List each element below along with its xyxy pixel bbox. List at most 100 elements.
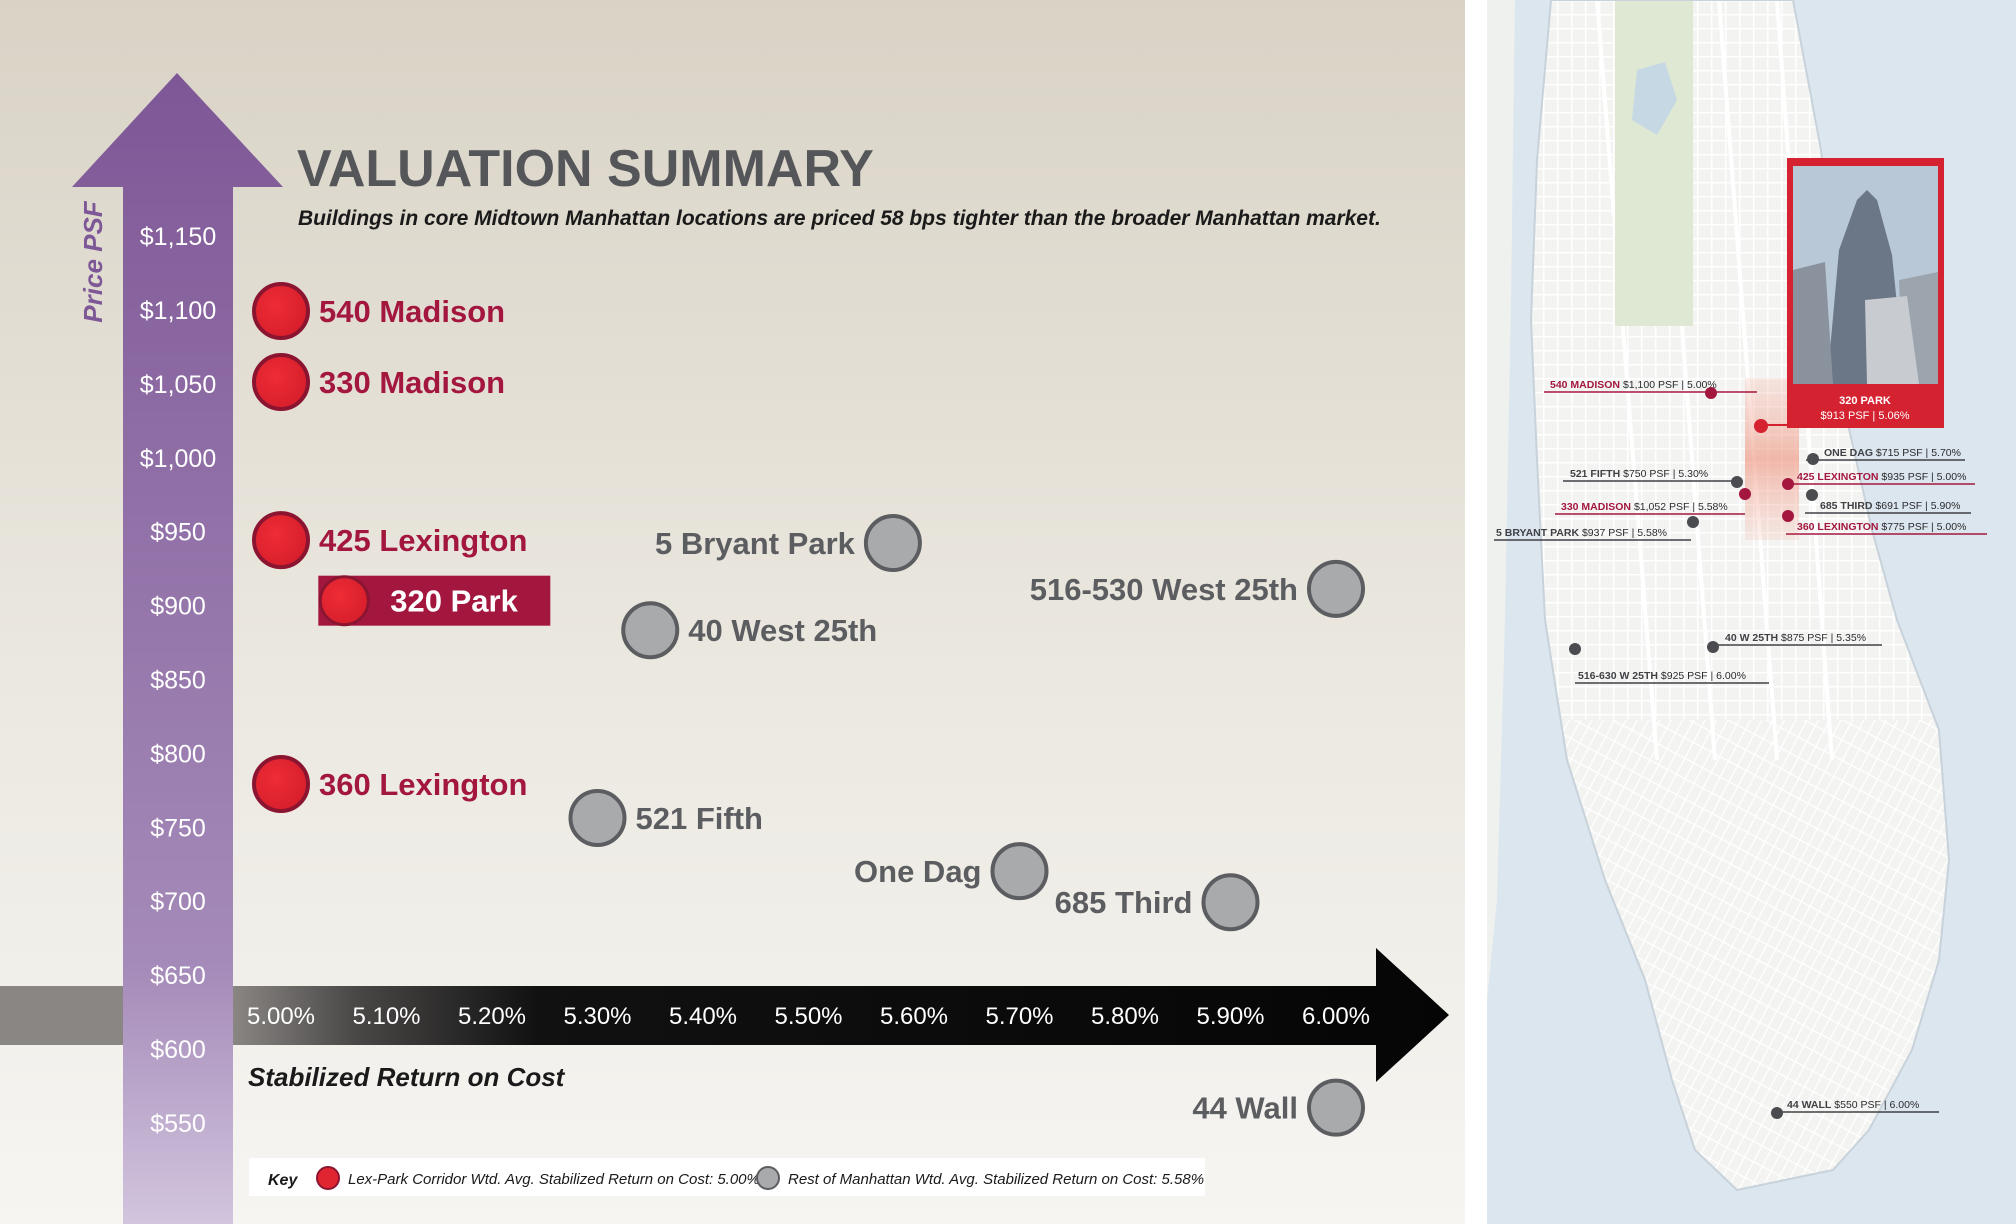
data-point-label: 360 Lexington	[319, 767, 527, 802]
data-point-label: 425 Lexington	[319, 523, 527, 558]
map-marker	[1782, 478, 1794, 490]
data-point	[252, 282, 310, 340]
map-marker	[1771, 1107, 1783, 1119]
y-tick-label: $750	[150, 814, 206, 842]
map-callout-detail: $913 PSF | 5.06%	[1820, 410, 1909, 422]
y-tick-label: $700	[150, 888, 206, 916]
map-label-name: 516-630 W 25TH	[1578, 670, 1658, 682]
legend-lex-swatch	[316, 1166, 340, 1190]
x-tick-label: 5.10%	[352, 1003, 420, 1030]
map-label-detail: $715 PSF | 5.70%	[1873, 447, 1961, 459]
data-point	[1201, 873, 1260, 932]
map-marker	[1705, 387, 1717, 399]
data-point	[863, 514, 922, 573]
data-points: 540 Madison 330 Madison 425 Lexington 320 P…	[252, 282, 1365, 1137]
map-building-label: 330 MADISON $1,052 PSF | 5.58%	[1561, 501, 1728, 513]
map-central-park	[1615, 0, 1693, 326]
map-label-name: 685 THIRD	[1820, 500, 1873, 512]
chart-subtitle: Buildings in core Midtown Manhattan loca…	[298, 207, 1381, 230]
y-tick-label: $1,050	[140, 371, 216, 399]
map-label-name: 521 FIFTH	[1570, 468, 1620, 480]
legend-title: Key	[268, 1172, 298, 1189]
x-axis-ticks: 5.00% 5.10% 5.20% 5.30% 5.40% 5.50% 5.60% 5.70%…	[247, 1003, 1370, 1030]
map-building-label: 40 W 25TH $875 PSF | 5.35%	[1725, 632, 1866, 644]
map-marker	[1687, 516, 1699, 528]
x-tick-label: 5.50%	[774, 1003, 842, 1030]
map-building-label: 5 BRYANT PARK $937 PSF | 5.58%	[1496, 527, 1667, 539]
data-point	[621, 601, 680, 660]
data-point	[252, 511, 310, 570]
data-point	[568, 788, 627, 847]
map-building-label: 360 LEXINGTON $775 PSF | 5.00%	[1797, 521, 1966, 533]
data-point-label: 521 Fifth	[636, 801, 763, 836]
y-axis-title: Price PSF	[78, 200, 108, 323]
data-point	[990, 842, 1049, 901]
y-tick-label: $850	[150, 667, 206, 695]
map-marker	[1806, 489, 1818, 501]
map-label-name: 40 W 25TH	[1725, 632, 1778, 644]
map-marker	[1569, 643, 1581, 655]
x-tick-label: 5.40%	[669, 1003, 737, 1030]
data-point-label: 540 Madison	[319, 294, 505, 329]
map-marker	[1707, 641, 1719, 653]
map-label-detail: $935 PSF | 5.00%	[1879, 471, 1967, 483]
legend: Key Lex-Park Corridor Wtd. Avg. Stabiliz…	[249, 1158, 1205, 1196]
data-point-label: 320 Park	[390, 584, 518, 619]
data-point	[252, 352, 310, 411]
x-axis-title: Stabilized Return on Cost	[248, 1062, 566, 1092]
chart-title: VALUATION SUMMARY	[297, 140, 874, 198]
map-label-detail: $875 PSF | 5.35%	[1778, 632, 1866, 644]
map-label-name: 540 MADISON	[1550, 379, 1620, 391]
data-point-label: One Dag	[854, 854, 981, 889]
manhattan-map: 320 PARK $913 PSF | 5.06% 540 MADISON $1…	[1487, 0, 2016, 1224]
map-building-label: 685 THIRD $691 PSF | 5.90%	[1820, 500, 1960, 512]
x-tick-label: 5.20%	[458, 1003, 526, 1030]
data-point-label: 330 Madison	[319, 365, 505, 400]
y-tick-label: $1,000	[140, 445, 216, 473]
map-marker-320-park	[1754, 419, 1768, 433]
y-tick-label: $600	[150, 1036, 206, 1064]
map-label-name: 425 LEXINGTON	[1797, 471, 1879, 483]
data-point	[318, 575, 370, 627]
map-label-name: 44 WALL	[1787, 1099, 1832, 1111]
y-tick-label: $1,100	[140, 297, 216, 325]
map-label-detail: $1,052 PSF | 5.58%	[1631, 501, 1728, 513]
map-label-name: 360 LEXINGTON	[1797, 521, 1879, 533]
x-tick-label: 5.90%	[1196, 1003, 1264, 1030]
map-building-label: 521 FIFTH $750 PSF | 5.30%	[1570, 468, 1708, 480]
map-building-label: 425 LEXINGTON $935 PSF | 5.00%	[1797, 471, 1966, 483]
map-label-name: 5 BRYANT PARK	[1496, 527, 1579, 539]
map-label-detail: $691 PSF | 5.90%	[1873, 500, 1961, 512]
map-marker	[1807, 453, 1819, 465]
map-callout-320-park: 320 PARK $913 PSF | 5.06%	[1754, 158, 1944, 433]
map-building-label: 516-630 W 25TH $925 PSF | 6.00%	[1578, 670, 1746, 682]
y-tick-label: $900	[150, 593, 206, 621]
y-axis-arrow	[72, 73, 283, 1224]
data-point	[1307, 1078, 1365, 1137]
x-tick-label: 5.00%	[247, 1003, 315, 1030]
map-label-detail: $925 PSF | 6.00%	[1658, 670, 1746, 682]
map-label-detail: $750 PSF | 5.30%	[1620, 468, 1708, 480]
map-marker	[1782, 510, 1794, 522]
legend-lex-label: Lex-Park Corridor Wtd. Avg. Stabilized R…	[348, 1171, 760, 1188]
x-tick-label: 5.70%	[985, 1003, 1053, 1030]
legend-rest-swatch	[756, 1166, 780, 1190]
y-tick-label: $800	[150, 740, 206, 768]
y-tick-label: $950	[150, 519, 206, 547]
legend-rest-label: Rest of Manhattan Wtd. Avg. Stabilized R…	[788, 1171, 1204, 1188]
map-label-detail: $550 PSF | 6.00%	[1831, 1099, 1919, 1111]
map-building-label: ONE DAG $715 PSF | 5.70%	[1824, 447, 1961, 459]
map-label-name: 330 MADISON	[1561, 501, 1631, 513]
map-marker	[1739, 488, 1751, 500]
x-tick-label: 6.00%	[1302, 1003, 1370, 1030]
x-tick-label: 5.80%	[1091, 1003, 1159, 1030]
map-coastline	[1529, 0, 1951, 1192]
x-axis-arrow	[0, 948, 1449, 1082]
map-building-label: 44 WALL $550 PSF | 6.00%	[1787, 1099, 1919, 1111]
map-west-shore	[1487, 0, 1515, 1000]
valuation-chart: VALUATION SUMMARY Buildings in core Midt…	[0, 0, 1465, 1224]
x-tick-label: 5.30%	[563, 1003, 631, 1030]
y-tick-label: $550	[150, 1110, 206, 1138]
map-marker	[1731, 476, 1743, 488]
data-point	[1307, 559, 1365, 618]
